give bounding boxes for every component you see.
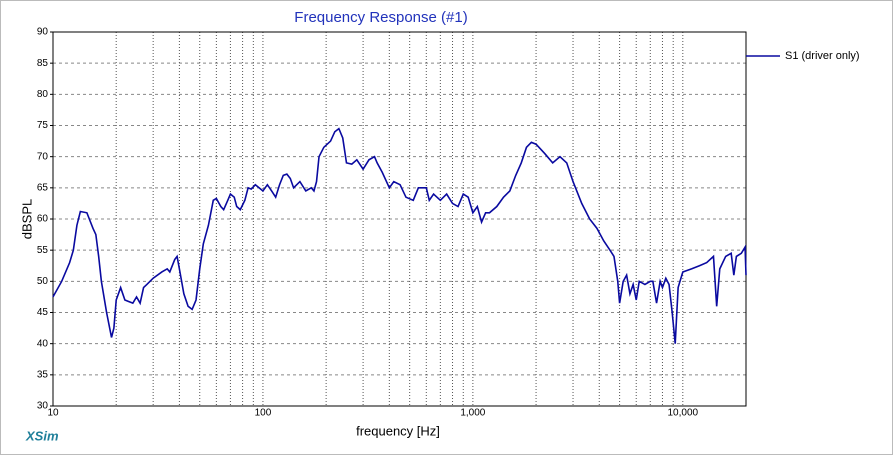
watermark: XSim bbox=[25, 428, 59, 443]
x-tick-label: 1,000 bbox=[460, 408, 485, 419]
y-tick-label: 45 bbox=[37, 307, 49, 318]
x-tick-label: 10 bbox=[47, 408, 59, 419]
x-axis-label: frequency [Hz] bbox=[356, 423, 440, 438]
y-tick-label: 75 bbox=[37, 120, 49, 131]
y-tick-label: 70 bbox=[37, 151, 49, 162]
y-tick-label: 40 bbox=[37, 338, 49, 349]
series-line bbox=[52, 127, 747, 344]
y-tick-label: 35 bbox=[37, 369, 49, 380]
y-axis-label: dBSPL bbox=[19, 199, 34, 239]
y-tick-label: 30 bbox=[37, 401, 49, 412]
legend-label: S1 (driver only) bbox=[785, 50, 860, 62]
y-tick-label: 55 bbox=[37, 245, 49, 256]
chart-title: Frequency Response (#1) bbox=[294, 9, 467, 26]
y-tick-label: 60 bbox=[37, 214, 49, 225]
y-tick-label: 80 bbox=[37, 89, 49, 100]
x-tick-label: 100 bbox=[255, 408, 272, 419]
y-tick-label: 85 bbox=[37, 58, 49, 69]
plot-area bbox=[52, 31, 747, 407]
y-tick-label: 90 bbox=[37, 27, 49, 38]
y-tick-label: 65 bbox=[37, 182, 49, 193]
y-tick-label: 50 bbox=[37, 276, 49, 287]
x-tick-label: 10,000 bbox=[668, 408, 699, 419]
